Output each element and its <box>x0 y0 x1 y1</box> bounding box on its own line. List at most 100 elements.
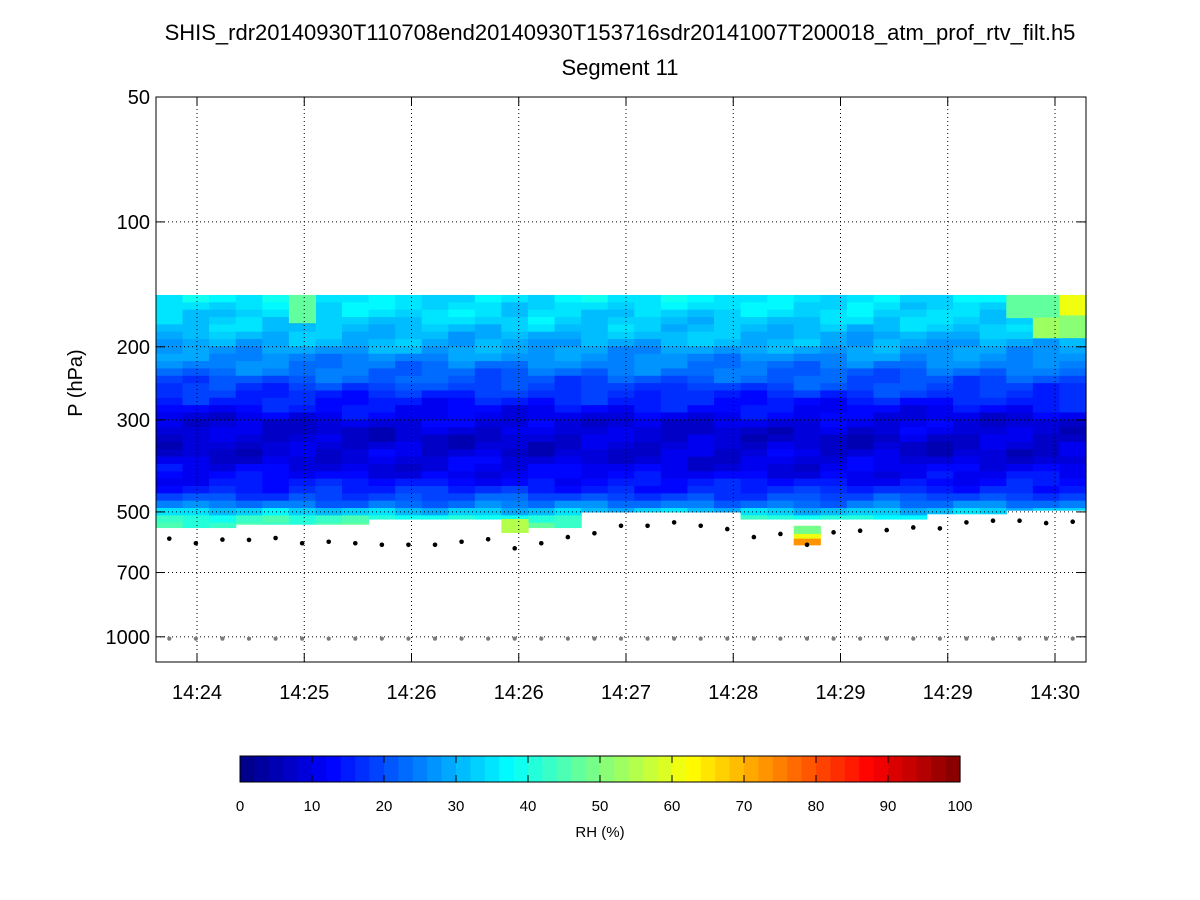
heatmap-cell <box>156 456 184 465</box>
heatmap-cell <box>395 463 423 472</box>
heatmap-cell <box>767 317 795 325</box>
heatmap-cell <box>846 405 875 414</box>
heatmap-cell <box>581 397 609 406</box>
heatmap-cell <box>342 515 370 524</box>
heatmap-cell <box>846 294 875 303</box>
ground-marker <box>858 636 863 641</box>
heatmap-cell <box>315 456 343 465</box>
heatmap-cell <box>581 478 609 487</box>
colorbar-swatch <box>672 756 687 782</box>
heatmap-cell <box>740 515 768 520</box>
heatmap-cell <box>953 441 981 450</box>
heatmap-cell <box>1006 419 1034 428</box>
heatmap-cell <box>474 353 503 362</box>
heatmap-cell <box>342 522 370 525</box>
heatmap-cell <box>873 302 901 311</box>
heatmap-cell <box>1006 508 1034 511</box>
heatmap-cell <box>448 375 476 384</box>
heatmap-cell <box>714 390 742 399</box>
heatmap-cell <box>262 419 290 428</box>
heatmap-cell <box>368 427 396 436</box>
heatmap-cell <box>979 339 1007 347</box>
heatmap-cell <box>767 302 795 311</box>
surface-pressure-marker <box>751 534 757 540</box>
heatmap-cell <box>953 493 981 502</box>
heatmap-cell <box>288 456 317 465</box>
heatmap-cell <box>182 405 210 414</box>
ground-marker <box>990 636 996 641</box>
heatmap-cell <box>873 508 901 516</box>
heatmap-cell <box>262 324 290 333</box>
heatmap-cell <box>687 412 715 421</box>
heatmap-cell <box>979 471 1007 480</box>
heatmap-cell <box>634 294 662 303</box>
heatmap-cell <box>767 500 795 509</box>
heatmap-cell <box>687 434 715 443</box>
heatmap-cell <box>528 353 556 362</box>
colorbar-swatch <box>772 756 788 782</box>
heatmap-cell <box>926 508 954 515</box>
heatmap-cell <box>820 375 848 384</box>
heatmap-cell <box>156 463 184 472</box>
ground-marker <box>193 636 198 641</box>
heatmap-cell <box>793 294 821 303</box>
heatmap-cell <box>528 375 556 384</box>
heatmap-cell <box>926 294 954 303</box>
heatmap-cell <box>634 383 662 392</box>
heatmap-cell <box>235 331 263 340</box>
heatmap-cell <box>368 294 396 303</box>
heatmap-cell <box>900 405 928 414</box>
heatmap-cell <box>607 427 635 436</box>
heatmap-cell <box>395 361 423 370</box>
surface-pressure-marker <box>459 539 464 545</box>
heatmap-cell <box>1006 449 1034 458</box>
heatmap-cell <box>634 478 662 487</box>
heatmap-cell <box>953 471 981 480</box>
heatmap-cell <box>209 412 237 421</box>
heatmap-cell <box>342 419 370 428</box>
heatmap-cell <box>448 434 476 443</box>
heatmap-cell <box>873 478 901 487</box>
heatmap-cell <box>288 508 317 516</box>
heatmap-cell <box>793 525 821 535</box>
heatmap-cell <box>288 383 317 392</box>
heatmap-cell <box>900 353 928 362</box>
heatmap-cell <box>182 294 210 303</box>
colorbar-swatch <box>484 756 500 782</box>
heatmap-cell <box>368 309 396 318</box>
heatmap-cell <box>156 441 184 450</box>
heatmap-cell <box>740 368 768 377</box>
heatmap-cell <box>288 324 317 333</box>
heatmap-cell <box>235 346 263 355</box>
heatmap-cell <box>288 331 317 340</box>
heatmap-cell <box>581 339 609 347</box>
heatmap-cell <box>1059 405 1087 414</box>
heatmap-cell <box>926 302 954 311</box>
heatmap-cell <box>820 353 848 362</box>
heatmap-cell <box>262 405 290 414</box>
heatmap-cell <box>793 397 821 406</box>
colorbar-swatch <box>600 756 615 782</box>
heatmap-cell <box>979 383 1007 392</box>
heatmap-cell <box>926 361 954 370</box>
heatmap-cell <box>209 375 237 384</box>
heatmap-cell <box>528 485 556 494</box>
heatmap-cell <box>342 339 370 347</box>
heatmap-cell <box>368 508 396 516</box>
heatmap-cell <box>448 397 476 406</box>
surface-pressure-marker <box>485 536 491 542</box>
heatmap-cell <box>607 302 635 311</box>
heatmap-cell <box>528 434 556 443</box>
colorbar-swatch <box>326 756 342 782</box>
heatmap-cell <box>873 294 901 303</box>
surface-pressure-marker <box>990 518 996 524</box>
heatmap-cell <box>156 493 184 502</box>
heatmap-cell <box>1006 493 1034 502</box>
heatmap-cell <box>873 441 901 450</box>
ground-marker <box>884 636 889 641</box>
heatmap-cell <box>1032 434 1061 443</box>
heatmap-cell <box>262 449 290 458</box>
heatmap-cell <box>1059 419 1087 428</box>
heatmap-cell <box>156 427 184 436</box>
heatmap-cell <box>660 471 689 480</box>
